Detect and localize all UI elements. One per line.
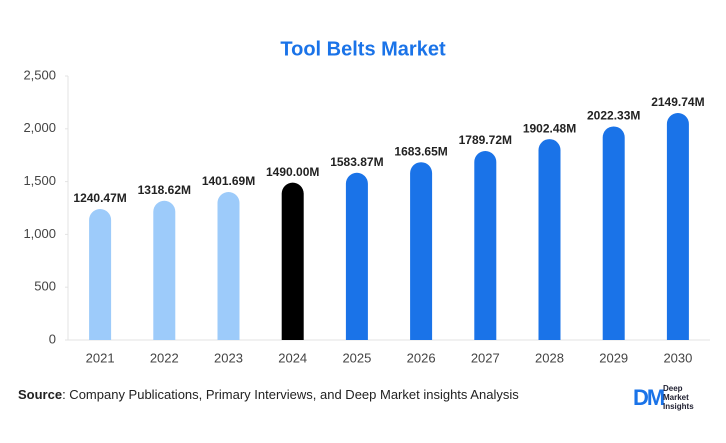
logo-mark: DM [633,385,664,410]
bar [410,162,433,340]
bar [281,182,304,340]
value-label: 1318.62M [138,183,191,197]
y-tick-label: 1,500 [23,173,56,188]
x-tick-label: 2028 [535,350,564,365]
source-text: : Company Publications, Primary Intervie… [62,387,519,402]
value-label: 1789.72M [459,133,512,147]
bar [474,151,497,340]
value-label: 1902.48M [523,121,576,135]
y-tick-label: 2,500 [23,67,56,82]
logo-line: Market [663,393,689,402]
y-tick-label: 500 [34,279,56,294]
bar [602,126,625,340]
bar [345,172,368,340]
bar [89,209,112,340]
logo-line: Deep [663,384,683,393]
x-tick-label: 2029 [599,350,628,365]
value-label: 1683.65M [394,144,447,158]
y-tick-label: 1,000 [23,226,56,241]
logo-line: Insights [663,402,694,411]
source: Source: Company Publications, Primary In… [18,387,519,402]
bar [153,200,176,340]
value-label: 2022.33M [587,109,640,123]
x-tick-label: 2025 [342,350,371,365]
bar [538,139,561,340]
x-tick-label: 2023 [214,350,243,365]
y-tick-label: 2,000 [23,120,56,135]
x-tick-label: 2027 [471,350,500,365]
value-label: 2149.74M [651,95,704,109]
chart-title: Tool Belts Market [280,38,446,60]
bar [666,112,689,340]
source-label: Source [18,387,62,402]
value-label: 1490.00M [266,165,319,179]
x-tick-label: 2022 [150,350,179,365]
y-tick-label: 0 [49,331,56,346]
x-tick-label: 2026 [407,350,436,365]
x-tick-label: 2024 [278,350,307,365]
value-label: 1240.47M [73,191,126,205]
bar [217,191,240,340]
x-tick-label: 2030 [663,350,692,365]
x-tick-label: 2021 [86,350,115,365]
value-label: 1583.87M [330,155,383,169]
value-label: 1401.69M [202,174,255,188]
